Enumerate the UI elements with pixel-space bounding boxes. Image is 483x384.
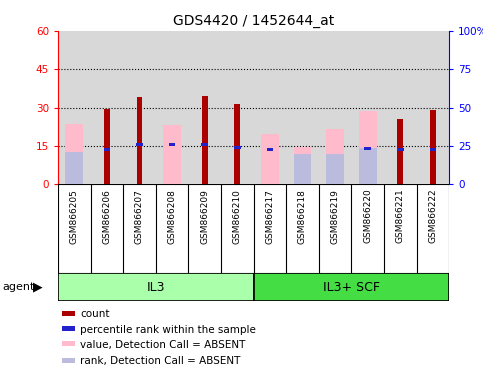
Bar xyxy=(234,104,240,184)
Bar xyxy=(62,341,75,346)
Bar xyxy=(397,148,404,151)
Bar xyxy=(58,273,254,301)
Text: agent: agent xyxy=(2,282,35,292)
Bar xyxy=(430,148,436,151)
Text: GSM866217: GSM866217 xyxy=(265,189,274,243)
Text: GSM866207: GSM866207 xyxy=(135,189,144,243)
Bar xyxy=(62,311,75,316)
Text: rank, Detection Call = ABSENT: rank, Detection Call = ABSENT xyxy=(80,356,241,366)
Bar xyxy=(254,273,449,301)
Bar xyxy=(326,129,344,184)
Text: GSM866209: GSM866209 xyxy=(200,189,209,243)
Text: ▶: ▶ xyxy=(33,281,43,293)
Text: GSM866222: GSM866222 xyxy=(428,189,438,243)
Bar xyxy=(359,111,377,184)
Bar xyxy=(359,149,377,184)
Text: GSM866218: GSM866218 xyxy=(298,189,307,243)
Text: percentile rank within the sample: percentile rank within the sample xyxy=(80,324,256,334)
Text: GSM866205: GSM866205 xyxy=(70,189,79,243)
Bar xyxy=(136,143,143,146)
Bar xyxy=(267,148,273,151)
Text: value, Detection Call = ABSENT: value, Detection Call = ABSENT xyxy=(80,340,246,350)
Text: count: count xyxy=(80,310,110,319)
Bar xyxy=(398,119,403,184)
Bar xyxy=(326,154,344,184)
Text: GSM866206: GSM866206 xyxy=(102,189,112,243)
Text: GSM866210: GSM866210 xyxy=(233,189,242,243)
Bar xyxy=(137,97,142,184)
Bar xyxy=(62,326,75,331)
Bar xyxy=(234,146,241,149)
Bar xyxy=(202,96,208,184)
Bar xyxy=(294,147,312,184)
Bar xyxy=(201,143,208,146)
Title: GDS4420 / 1452644_at: GDS4420 / 1452644_at xyxy=(173,14,334,28)
Bar xyxy=(65,152,83,184)
Bar xyxy=(62,358,75,363)
Text: GSM866219: GSM866219 xyxy=(330,189,340,243)
Text: GSM866221: GSM866221 xyxy=(396,189,405,243)
Bar xyxy=(163,126,181,184)
Bar xyxy=(103,148,110,151)
Text: IL3: IL3 xyxy=(146,281,165,293)
Bar xyxy=(261,134,279,184)
Text: IL3+ SCF: IL3+ SCF xyxy=(323,281,380,293)
Text: GSM866208: GSM866208 xyxy=(168,189,177,243)
Bar xyxy=(294,154,312,184)
Bar xyxy=(104,109,110,184)
Bar xyxy=(169,143,175,146)
Bar xyxy=(65,124,83,184)
Text: GSM866220: GSM866220 xyxy=(363,189,372,243)
Bar xyxy=(430,110,436,184)
Bar xyxy=(365,147,371,150)
